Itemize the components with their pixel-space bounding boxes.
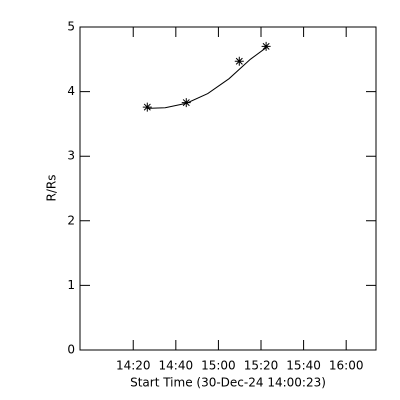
data-point [234, 56, 244, 66]
data-point [181, 98, 191, 108]
y-tick-label: 1 [67, 278, 75, 292]
x-tick-label: 15:40 [286, 359, 321, 373]
x-tick-label: 15:20 [244, 359, 279, 373]
x-tick-label: 16:00 [329, 359, 364, 373]
y-tick-label: 3 [67, 149, 75, 163]
data-point [142, 102, 152, 112]
x-tick-label: 15:00 [201, 359, 236, 373]
y-tick-label: 4 [67, 84, 75, 98]
y-tick-label: 0 [67, 343, 75, 357]
plot-frame [79, 26, 377, 351]
x-tick-label: 14:40 [159, 359, 194, 373]
fit-line [147, 47, 267, 109]
data-point [261, 41, 271, 51]
y-axis-label: R/Rs [45, 175, 59, 202]
x-tick-label: 14:20 [116, 359, 151, 373]
x-axis-label: Start Time (30-Dec-24 14:00:23) [130, 376, 326, 390]
y-tick-label: 2 [67, 213, 75, 227]
y-tick-label: 5 [67, 20, 75, 34]
